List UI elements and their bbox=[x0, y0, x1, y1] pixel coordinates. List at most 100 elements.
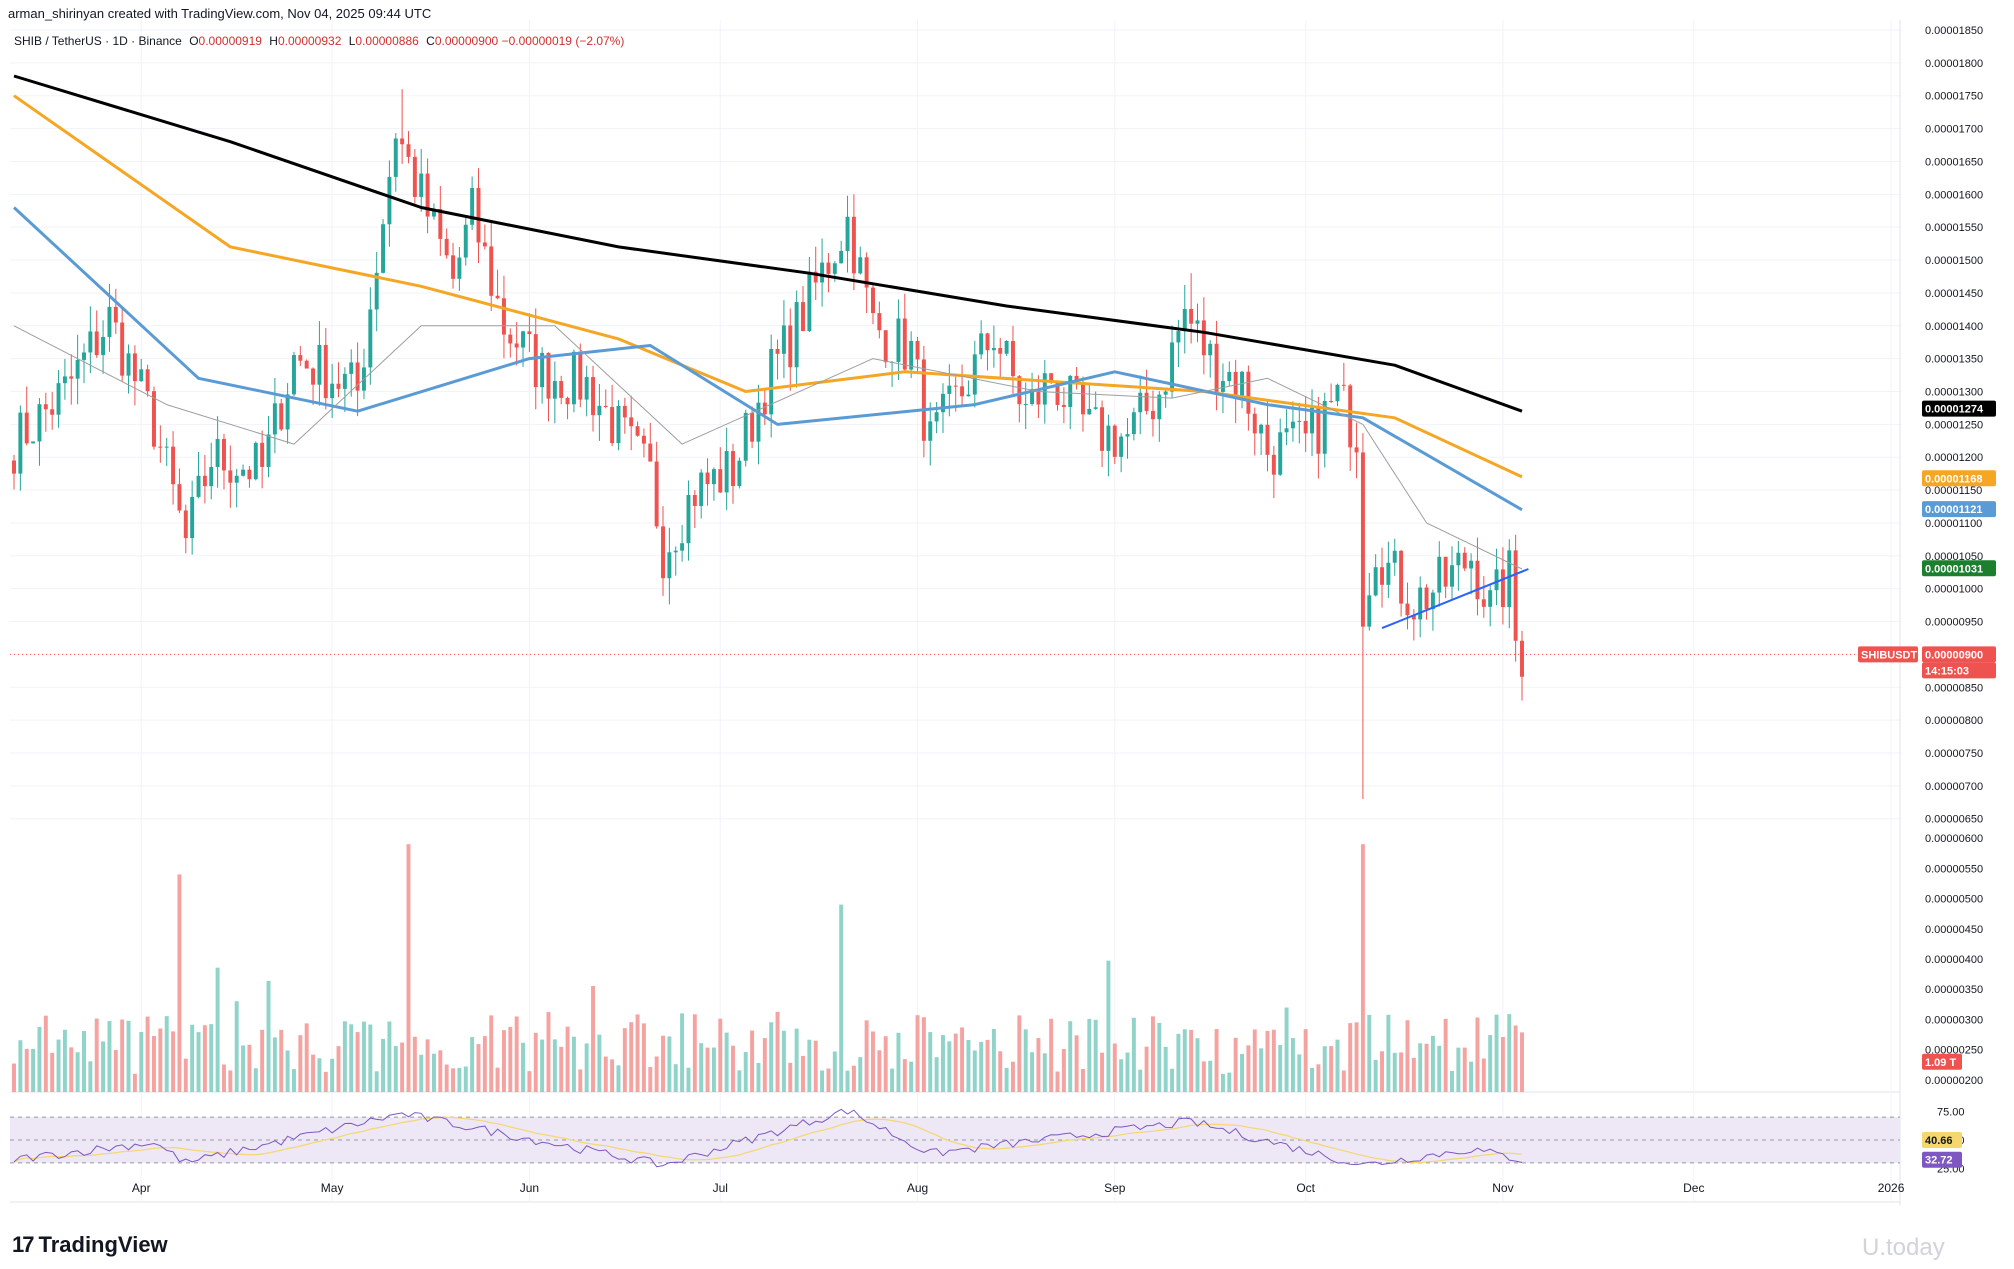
volume-bar bbox=[234, 1001, 239, 1092]
volume-tick-label: 0.00000250 bbox=[1925, 1045, 1983, 1057]
price-tick-label: 0.00000750 bbox=[1925, 748, 1983, 760]
volume-tick-label: 0.00000450 bbox=[1925, 924, 1983, 936]
volume-bar bbox=[591, 986, 595, 1092]
candle-body bbox=[43, 404, 48, 410]
watermark: U.today bbox=[1862, 1234, 1945, 1261]
candle-body bbox=[1265, 424, 1270, 455]
low-label: L bbox=[348, 34, 356, 48]
candle-body bbox=[75, 359, 80, 379]
volume-bar bbox=[298, 1035, 303, 1092]
volume-bar bbox=[928, 1032, 933, 1092]
volume-bar bbox=[909, 1061, 914, 1092]
ma-price-tag: 0.00001121 bbox=[1925, 504, 1983, 516]
volume-bar bbox=[209, 1024, 214, 1092]
time-axis[interactable]: Apr May Jun Jul Aug Sep Oct Nov Dec 2026 bbox=[132, 1181, 1905, 1195]
candle-body bbox=[864, 257, 869, 288]
volume-bar bbox=[858, 1057, 863, 1092]
volume-bar bbox=[1424, 1043, 1429, 1092]
volume-bar bbox=[902, 1059, 907, 1092]
volume-bar bbox=[431, 1053, 436, 1092]
volume-tick-label: 0.00000600 bbox=[1925, 833, 1983, 845]
volume-bar bbox=[998, 1051, 1003, 1092]
candle-body bbox=[603, 405, 608, 408]
volume-bar bbox=[1233, 1037, 1238, 1092]
candle-body bbox=[1093, 407, 1098, 409]
volume-bar bbox=[1367, 1014, 1372, 1092]
candle-body bbox=[482, 242, 487, 247]
candle-body bbox=[241, 469, 246, 476]
ma-line-ma-50 bbox=[12, 206, 1523, 512]
candle-body bbox=[622, 405, 627, 418]
candle-body bbox=[953, 385, 958, 387]
volume-bar bbox=[425, 1039, 430, 1092]
volume-bar bbox=[826, 1068, 831, 1092]
time-tick-label: Nov bbox=[1492, 1181, 1513, 1195]
volume-bar bbox=[196, 1032, 201, 1092]
candle-body bbox=[947, 385, 952, 394]
candle-body bbox=[1437, 556, 1442, 593]
volume-bar bbox=[832, 1051, 837, 1092]
volume-bar bbox=[253, 1068, 258, 1092]
volume-bar bbox=[323, 1071, 328, 1092]
candle-body bbox=[979, 333, 984, 355]
candle-body bbox=[1386, 562, 1391, 585]
high-value: 0.00000932 bbox=[277, 34, 342, 48]
candle-body bbox=[1176, 331, 1181, 343]
candle-body bbox=[1316, 407, 1321, 454]
tradingview-brand[interactable]: 17 TradingView bbox=[12, 1232, 168, 1258]
volume-bar bbox=[521, 1042, 526, 1092]
candle-body bbox=[387, 176, 392, 225]
volume-bar bbox=[1360, 844, 1365, 1092]
candle-body bbox=[1500, 569, 1505, 608]
symbol-name[interactable]: SHIB / TetherUS · 1D · Binance bbox=[14, 34, 182, 48]
volume-bar bbox=[1004, 1067, 1009, 1092]
candle-body bbox=[215, 438, 220, 467]
volume-bar bbox=[1163, 1046, 1168, 1092]
volume-pane bbox=[12, 844, 1524, 1092]
candle-body bbox=[1469, 560, 1474, 569]
candle-body bbox=[826, 262, 831, 274]
countdown-tag-bg bbox=[1922, 662, 1996, 679]
tradingview-logo-icon: 17 bbox=[12, 1232, 35, 1257]
rsi-tick-label: 75.00 bbox=[1937, 1106, 1965, 1118]
candle-body bbox=[222, 438, 226, 471]
volume-bar bbox=[336, 1046, 341, 1092]
candle-body bbox=[190, 496, 195, 539]
volume-bar bbox=[934, 1057, 939, 1092]
candle-body bbox=[813, 271, 818, 283]
price-axis[interactable]: 0.00001850 0.00001800 0.00001750 0.00001700… bbox=[1925, 25, 1983, 1176]
candle-body bbox=[711, 469, 716, 485]
ma-line-trendline bbox=[1381, 568, 1529, 630]
volume-bar bbox=[540, 1039, 545, 1092]
close-label: C bbox=[426, 34, 435, 48]
time-tick-label: Sep bbox=[1104, 1181, 1126, 1195]
candle-body bbox=[960, 386, 965, 397]
candle-body bbox=[508, 334, 513, 344]
volume-bar bbox=[514, 1016, 519, 1092]
candle-body bbox=[629, 417, 634, 427]
volume-bar bbox=[406, 844, 411, 1092]
volume-bar bbox=[1297, 1054, 1302, 1092]
candle-body bbox=[304, 360, 309, 369]
volume-bar bbox=[158, 1028, 163, 1092]
last-price-tag-bg bbox=[1922, 646, 1996, 663]
candle-body bbox=[1405, 603, 1410, 616]
candle-body bbox=[37, 404, 42, 442]
candle-body bbox=[743, 412, 748, 461]
volume-bar bbox=[31, 1048, 36, 1092]
volume-bar bbox=[24, 1048, 29, 1092]
volume-bar bbox=[1010, 1061, 1015, 1092]
volume-bar bbox=[1494, 1014, 1499, 1092]
volume-bar bbox=[1055, 1071, 1060, 1092]
volume-bar bbox=[470, 1037, 475, 1092]
volume-bar bbox=[202, 1025, 207, 1092]
volume-bar bbox=[1354, 1022, 1359, 1092]
candle-body bbox=[584, 377, 589, 400]
volume-bar bbox=[317, 1058, 322, 1092]
volume-bar bbox=[1252, 1029, 1257, 1092]
price-tick-label: 0.00000850 bbox=[1925, 682, 1983, 694]
candle-body bbox=[559, 381, 564, 398]
candle-body bbox=[323, 344, 328, 399]
price-tick-label: 0.00001500 bbox=[1925, 255, 1983, 267]
